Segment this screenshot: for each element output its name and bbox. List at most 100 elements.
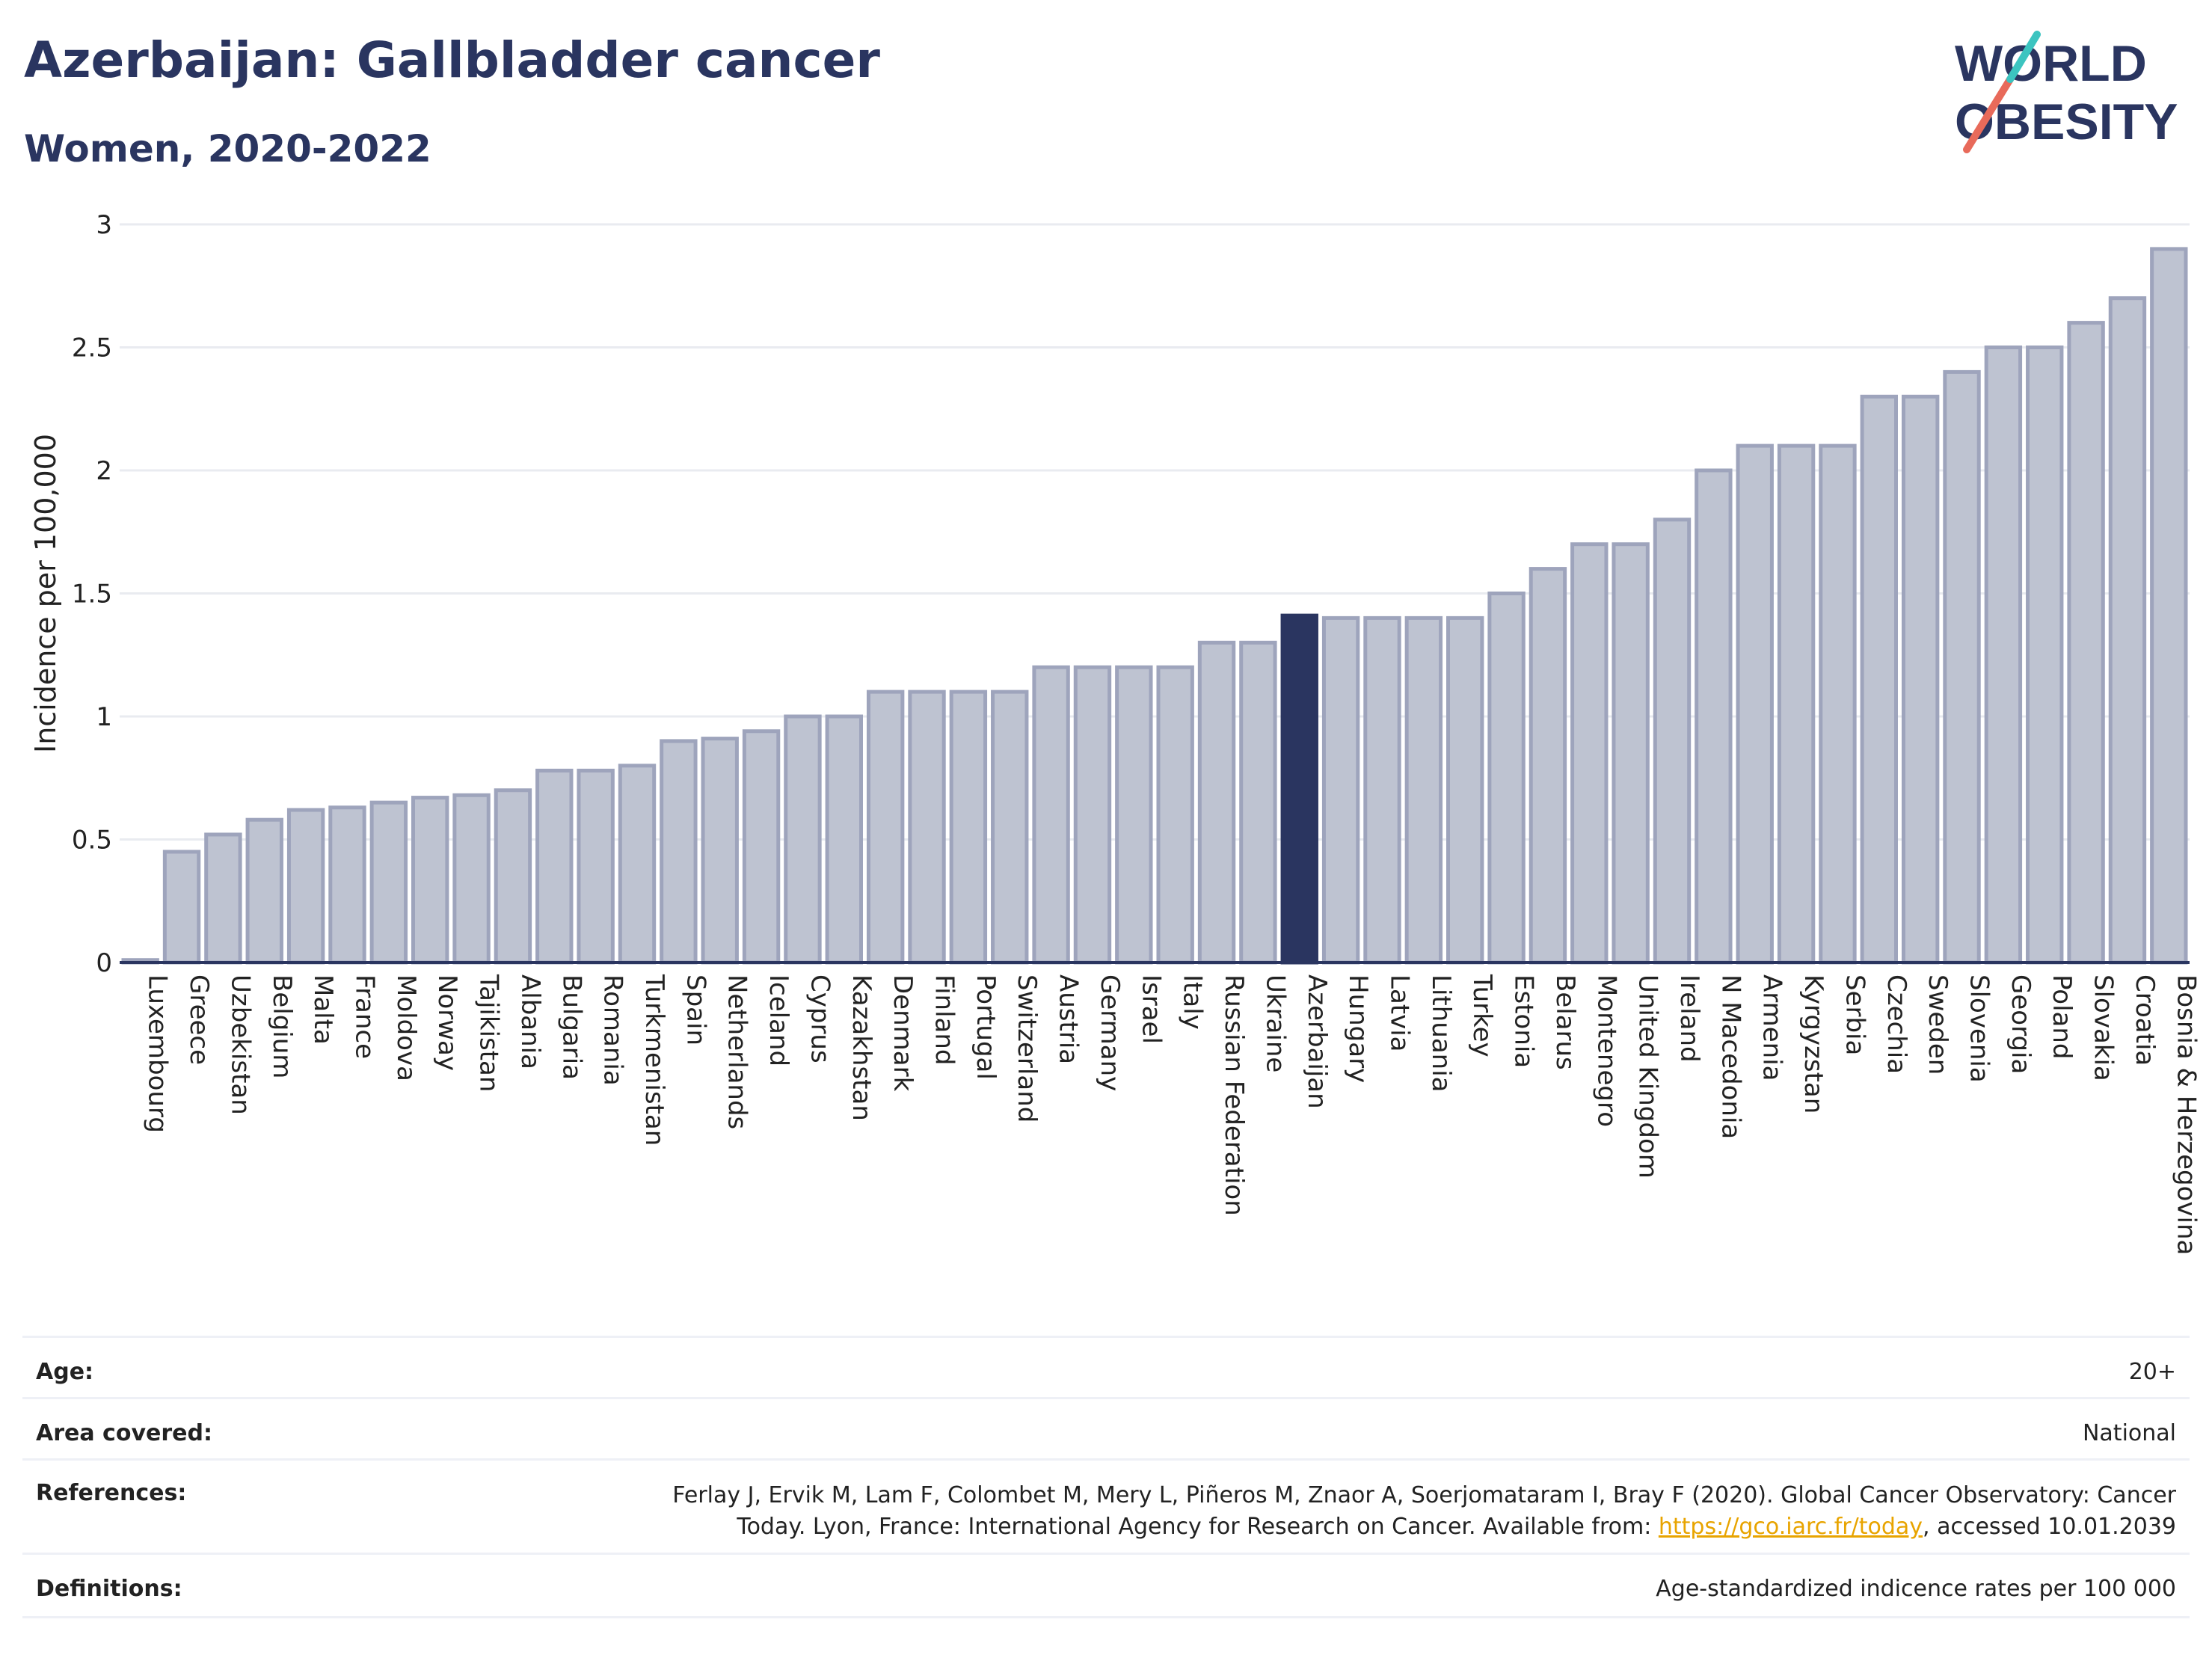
bar-moldova bbox=[369, 800, 408, 965]
x-tick-label: Netherlands bbox=[722, 974, 752, 1129]
bar-united-kingdom bbox=[1612, 542, 1650, 965]
bar-germany bbox=[1073, 665, 1112, 965]
x-tick-label: Montenegro bbox=[1591, 974, 1621, 1127]
x-tick-label: Spain bbox=[681, 974, 710, 1045]
area-value: National bbox=[2082, 1420, 2176, 1446]
bar-netherlands bbox=[701, 737, 739, 965]
bar-azerbaijan bbox=[1280, 613, 1318, 965]
bar-portugal bbox=[949, 690, 988, 965]
y-tick-label: 2 bbox=[96, 456, 112, 486]
references-link[interactable]: https://gco.iarc.fr/today bbox=[1658, 1514, 1923, 1540]
x-tick-label: Slovakia bbox=[2089, 974, 2119, 1081]
x-tick-label: Israel bbox=[1136, 974, 1166, 1044]
x-tick-label: Estonia bbox=[1509, 974, 1539, 1068]
page-subtitle: Women, 2020-2022 bbox=[24, 127, 431, 171]
bar-finland bbox=[908, 690, 946, 965]
x-tick-label: Kyrgyzstan bbox=[1798, 974, 1828, 1114]
x-tick-label: Slovenia bbox=[1964, 974, 1994, 1083]
x-tick-label: Belarus bbox=[1550, 974, 1580, 1070]
y-tick-label: 2.5 bbox=[72, 334, 112, 363]
references-value: Ferlay J, Ervik M, Lam F, Colombet M, Me… bbox=[672, 1480, 2176, 1543]
bar-czechia bbox=[1860, 394, 1898, 965]
bar-turkmenistan bbox=[618, 764, 657, 965]
x-tick-label: Lithuania bbox=[1426, 974, 1456, 1092]
references-line1: Ferlay J, Ervik M, Lam F, Colombet M, Me… bbox=[672, 1482, 2176, 1508]
bar-ireland bbox=[1653, 518, 1692, 965]
x-tick-label: Armenia bbox=[1757, 974, 1787, 1081]
x-tick-label: N Macedonia bbox=[1715, 974, 1745, 1139]
area-label: Area covered: bbox=[36, 1420, 212, 1446]
logo-slash-red bbox=[1963, 76, 2014, 153]
bar-chart: 0 0.5 1 1.5 2 2.5 3 Incidence per 100,000 Luxemb… bbox=[29, 210, 2201, 1255]
definitions-row: Definitions: Age-standardized indicence … bbox=[22, 1553, 2190, 1618]
x-tick-label: Iceland bbox=[764, 974, 793, 1066]
bar-albania bbox=[494, 788, 532, 965]
x-tick-label: Serbia bbox=[1840, 974, 1870, 1055]
bar-turkey bbox=[1446, 615, 1484, 965]
x-tick-label: Hungary bbox=[1343, 974, 1373, 1083]
bar-greece bbox=[162, 850, 201, 965]
bar-montenegro bbox=[1570, 542, 1609, 965]
x-tick-label: Kazakhstan bbox=[847, 974, 876, 1121]
x-tick-label: Albania bbox=[515, 974, 545, 1069]
x-tick-label: Cyprus bbox=[805, 974, 835, 1063]
bar-poland bbox=[2026, 346, 2064, 965]
x-tick-label: Luxembourg bbox=[143, 974, 173, 1133]
bar-georgia bbox=[1984, 346, 2023, 965]
x-tick-label: Croatia bbox=[2130, 974, 2160, 1066]
bar-russian-federation bbox=[1197, 640, 1236, 965]
x-tick-label: Georgia bbox=[2006, 974, 2036, 1074]
x-tick-label: Sweden bbox=[1923, 974, 1953, 1075]
bar-france bbox=[328, 805, 366, 965]
area-row: Area covered: National bbox=[22, 1397, 2190, 1461]
x-tick-label: Czechia bbox=[1881, 974, 1911, 1074]
bar-cyprus bbox=[784, 714, 822, 965]
x-tick-label: Norway bbox=[432, 974, 462, 1071]
x-tick-label: Latvia bbox=[1384, 974, 1414, 1052]
bar-serbia bbox=[1819, 443, 1857, 965]
bar-spain bbox=[660, 739, 698, 965]
bar-austria bbox=[1032, 665, 1070, 965]
bar-italy bbox=[1156, 665, 1194, 965]
y-axis-label: Incidence per 100,000 bbox=[29, 434, 62, 753]
bar-israel bbox=[1115, 665, 1153, 965]
definitions-value: Age-standardized indicence rates per 100… bbox=[1656, 1576, 2176, 1602]
x-tick-label: Germany bbox=[1095, 974, 1125, 1091]
bar-armenia bbox=[1736, 443, 1774, 965]
x-tick-label: Ukraine bbox=[1260, 974, 1290, 1072]
bar-uzbekistan bbox=[204, 832, 242, 965]
bar-estonia bbox=[1487, 592, 1526, 965]
bar-denmark bbox=[866, 690, 905, 965]
definitions-label: Definitions: bbox=[36, 1576, 182, 1602]
x-tick-label: Moldova bbox=[391, 974, 421, 1081]
x-tick-label: Turkmenistan bbox=[639, 974, 669, 1146]
age-value: 20+ bbox=[2128, 1359, 2176, 1385]
x-tick-label: Bosnia & Herzegovina bbox=[2171, 974, 2201, 1255]
y-tick-label: 0 bbox=[96, 948, 112, 978]
x-tick-label: Finland bbox=[930, 974, 959, 1066]
references-line2: Today. Lyon, France: International Agenc… bbox=[737, 1514, 2176, 1540]
bar-switzerland bbox=[991, 690, 1029, 965]
bar-kyrgyzstan bbox=[1777, 443, 1816, 965]
bar-kazakhstan bbox=[825, 714, 863, 965]
bar-romania bbox=[577, 768, 615, 965]
bar-belgium bbox=[245, 817, 283, 965]
x-tick-label: Poland bbox=[2047, 974, 2077, 1060]
bar-tajikistan bbox=[452, 793, 491, 965]
bar-slovakia bbox=[2067, 321, 2105, 965]
age-label: Age: bbox=[36, 1359, 94, 1385]
bar-latvia bbox=[1363, 615, 1401, 965]
bar-norway bbox=[411, 796, 449, 965]
bar-slovenia bbox=[1943, 369, 1981, 965]
logo-slash-teal bbox=[2006, 31, 2041, 83]
bar-lithuania bbox=[1404, 615, 1443, 965]
x-tick-label: Russian Federation bbox=[1219, 974, 1249, 1216]
y-tick-label: 1 bbox=[96, 702, 112, 732]
x-tick-label: Denmark bbox=[888, 974, 918, 1092]
bar-bosnia-herzegovina bbox=[2150, 247, 2188, 965]
x-tick-label: Azerbaijan bbox=[1302, 974, 1332, 1109]
x-tick-label: Turkey bbox=[1467, 974, 1497, 1057]
page-title: Azerbaijan: Gallbladder cancer bbox=[24, 31, 880, 89]
x-tick-label: Bulgaria bbox=[556, 974, 586, 1080]
references-label: References: bbox=[36, 1480, 187, 1506]
